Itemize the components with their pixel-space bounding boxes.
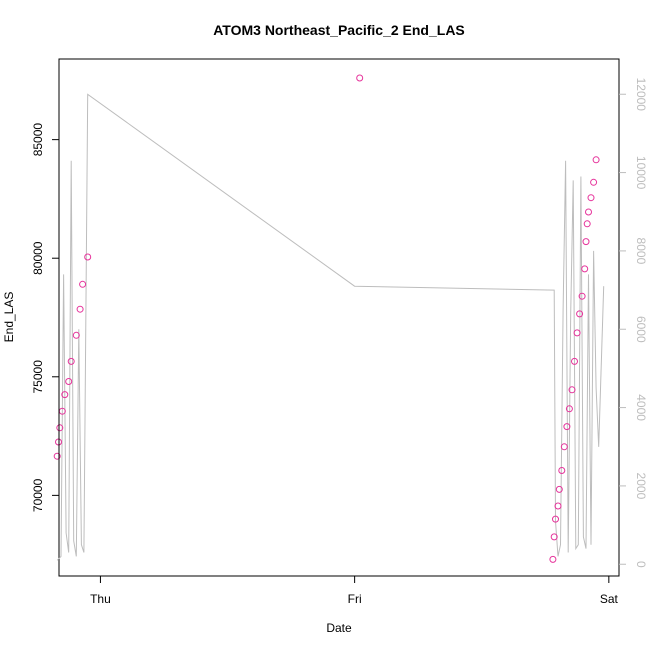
x-tick-label: Sat — [600, 592, 619, 606]
data-point — [555, 485, 563, 493]
data-point — [583, 220, 591, 228]
y2-tick-label: 2000 — [634, 473, 648, 500]
y2-tick-label: 4000 — [634, 394, 648, 421]
data-point — [79, 280, 87, 288]
x-tick-label: Thu — [90, 592, 111, 606]
data-point — [550, 533, 558, 541]
plot-area — [53, 74, 605, 563]
y-tick-label: 85000 — [31, 123, 45, 157]
data-point — [565, 405, 573, 413]
data-point — [573, 329, 581, 337]
x-axis-label: Date — [326, 621, 352, 635]
data-point — [581, 265, 589, 273]
data-point — [549, 555, 557, 563]
data-point — [552, 515, 559, 523]
data-point — [554, 502, 562, 510]
y2-tick-label: 8000 — [634, 238, 648, 265]
data-point — [587, 194, 595, 202]
y-axis-label: End_LAS — [2, 292, 16, 343]
y-tick-label: 75000 — [31, 360, 45, 394]
y2-tick-label: 12000 — [634, 78, 648, 112]
y-tick-label: 80000 — [31, 241, 45, 275]
y-axis-right: 0 2000 4000 6000 8000 10000 12000 — [619, 78, 648, 568]
y2-tick-label: 10000 — [634, 156, 648, 190]
data-point — [356, 74, 364, 82]
data-point — [560, 443, 568, 451]
data-point — [578, 292, 586, 300]
data-point — [53, 452, 61, 460]
y-tick-label: 70000 — [31, 478, 45, 512]
data-point — [571, 357, 578, 365]
data-point — [56, 424, 64, 432]
y2-tick-label: 0 — [634, 561, 648, 568]
series-line — [56, 93, 605, 561]
data-point — [576, 310, 584, 318]
chart-title: ATOM3 Northeast_Pacific_2 End_LAS — [213, 22, 465, 38]
data-point — [61, 391, 69, 399]
data-point — [67, 357, 75, 365]
data-point — [558, 467, 566, 474]
y2-tick-label: 6000 — [634, 316, 648, 343]
y-axis-left: 70000 75000 80000 85000 — [31, 123, 60, 512]
data-point — [585, 208, 592, 216]
x-tick-label: Fri — [348, 592, 362, 606]
data-point — [84, 253, 92, 261]
data-point — [582, 238, 590, 246]
x-axis: Thu Fri Sat — [90, 575, 619, 606]
data-point — [592, 156, 600, 164]
data-point — [72, 331, 80, 339]
data-point — [590, 178, 598, 186]
data-point — [65, 378, 73, 385]
data-point — [76, 305, 84, 313]
plot-frame — [58, 58, 620, 577]
data-point — [563, 423, 571, 431]
data-point — [568, 386, 576, 394]
